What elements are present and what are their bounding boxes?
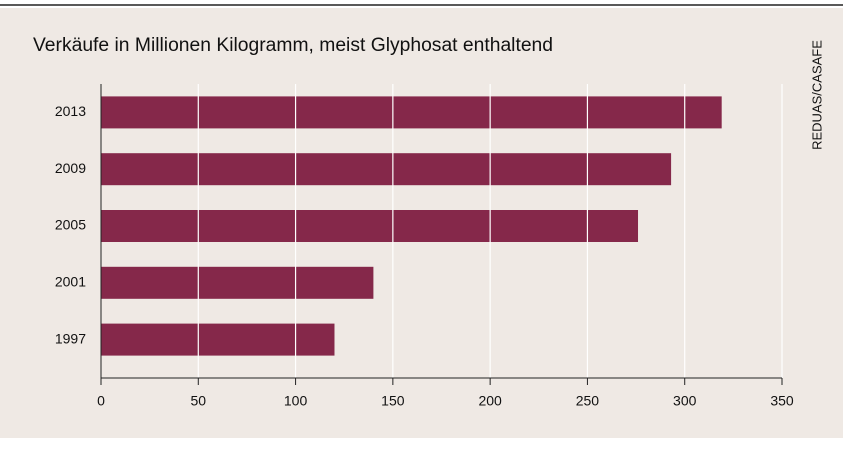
x-tick-label: 250 bbox=[576, 393, 600, 409]
x-tick-label: 300 bbox=[673, 393, 697, 409]
source: REDUAS/CASAFE bbox=[809, 40, 824, 150]
bar bbox=[101, 210, 639, 242]
x-tick-label: 0 bbox=[97, 393, 105, 409]
y-tick-label: 2013 bbox=[55, 103, 86, 119]
x-tick-label: 50 bbox=[190, 393, 206, 409]
x-tick-label: 150 bbox=[381, 393, 405, 409]
y-tick-label: 1997 bbox=[55, 330, 86, 346]
y-tick-label: 2005 bbox=[55, 217, 86, 233]
x-tick-label: 350 bbox=[770, 393, 794, 409]
y-tick-label: 2009 bbox=[55, 160, 86, 176]
bar bbox=[101, 96, 722, 129]
bar bbox=[101, 266, 374, 299]
y-tick-label: 2001 bbox=[55, 274, 86, 290]
chart-title: Verkäufe in Millionen Kilogramm, meist G… bbox=[33, 35, 553, 56]
x-tick-label: 200 bbox=[478, 393, 502, 409]
bar bbox=[101, 323, 335, 356]
bar bbox=[101, 153, 672, 186]
x-tick-label: 100 bbox=[284, 393, 308, 409]
